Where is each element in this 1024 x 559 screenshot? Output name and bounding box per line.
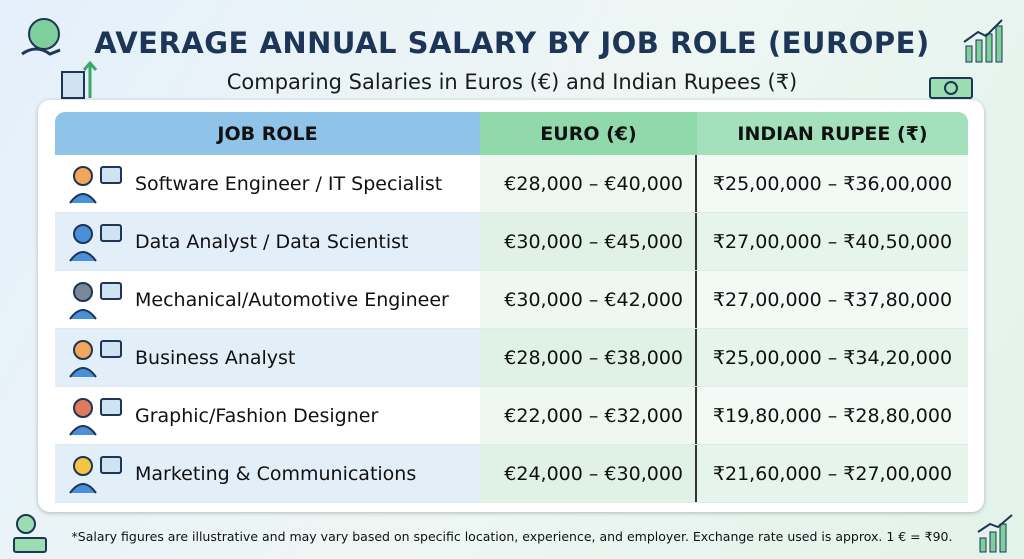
- job-role: Software Engineer / IT Specialist: [55, 155, 480, 212]
- growth-chart-icon-small: [977, 514, 1013, 553]
- table-row: Marketing & Communications €24,000 – €30,…: [55, 445, 968, 503]
- job-role: Marketing & Communications: [55, 445, 480, 502]
- column-header: JOB ROLE: [55, 112, 480, 155]
- rupee-range: ₹25,00,000 – ₹34,20,000: [697, 329, 968, 386]
- rupee-range: ₹27,00,000 – ₹40,50,000: [697, 213, 968, 270]
- role-icon: [69, 398, 122, 436]
- role-icon: [69, 340, 122, 378]
- euro-range: €30,000 – €42,000: [480, 271, 697, 328]
- euro-range: €22,000 – €32,000: [480, 387, 697, 444]
- job-role: Mechanical/Automotive Engineer: [55, 271, 480, 328]
- money-hand-icon: [21, 18, 61, 56]
- column-header: EURO (€): [480, 112, 697, 155]
- coin-icon: [13, 514, 47, 553]
- job-role: Business Analyst: [55, 329, 480, 386]
- job-role: Data Analyst / Data Scientist: [55, 213, 480, 270]
- table-row: Data Analyst / Data Scientist €30,000 – €…: [55, 213, 968, 271]
- building-icon: [61, 60, 98, 99]
- role-icon: [69, 224, 122, 262]
- euro-range: €24,000 – €30,000: [480, 445, 697, 502]
- euro-range: €28,000 – €40,000: [480, 155, 697, 212]
- euro-range: €28,000 – €38,000: [480, 329, 697, 386]
- title: AVERAGE ANNUAL SALARY BY JOB ROLE (EUROP…: [94, 26, 930, 60]
- table-row: Mechanical/Automotive Engineer €30,000 – …: [55, 271, 968, 329]
- column-header: INDIAN RUPEE (₹): [697, 112, 968, 155]
- rupee-range: ₹21,60,000 – ₹27,00,000: [697, 445, 968, 502]
- table-row: Business Analyst €28,000 – €38,000 ₹25,00,…: [55, 329, 968, 387]
- role-icon: [69, 166, 122, 204]
- euro-range: €30,000 – €45,000: [480, 213, 697, 270]
- growth-chart-icon: [963, 19, 1003, 63]
- role-icon: [69, 456, 122, 494]
- table-row: Software Engineer / IT Specialist €28,000…: [55, 155, 968, 213]
- salary-table: JOB ROLE EURO (€) INDIAN RUPEE (₹) Softw…: [55, 112, 968, 503]
- footnote: *Salary figures are illustrative and may…: [71, 529, 953, 544]
- header-row: JOB ROLE EURO (€) INDIAN RUPEE (₹): [55, 112, 968, 155]
- subtitle: Comparing Salaries in Euros (€) and Indi…: [226, 70, 798, 94]
- role-icon: [69, 282, 122, 320]
- rupee-range: ₹19,80,000 – ₹28,80,000: [697, 387, 968, 444]
- job-role: Graphic/Fashion Designer: [55, 387, 480, 444]
- rupee-range: ₹25,00,000 – ₹36,00,000: [697, 155, 968, 212]
- table-row: Graphic/Fashion Designer €22,000 – €32,00…: [55, 387, 968, 445]
- rupee-range: ₹27,00,000 – ₹37,80,000: [697, 271, 968, 328]
- banknote-icon: [929, 77, 973, 99]
